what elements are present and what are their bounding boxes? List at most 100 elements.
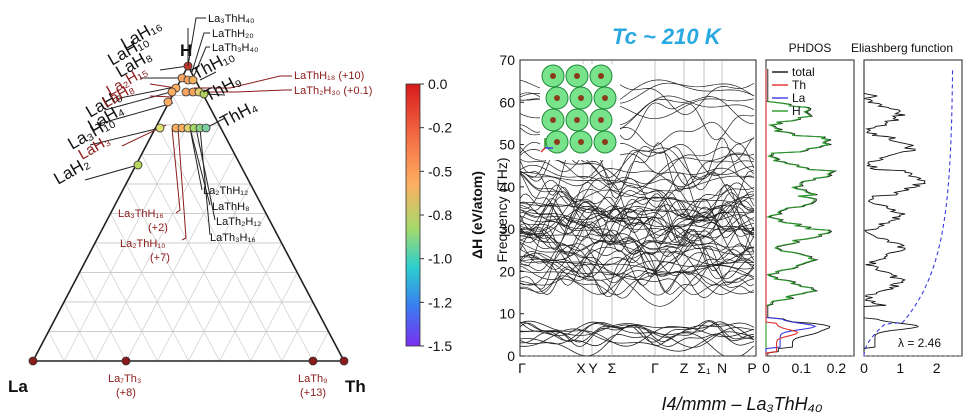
corner-label-h: H (180, 41, 192, 60)
tie-lines (84, 28, 226, 236)
phonon-band (519, 166, 755, 188)
phase-label: La₃ThH₄₀ (208, 13, 255, 25)
eliash-xtick-label: 1 (896, 360, 904, 376)
phase-point (155, 123, 165, 133)
grid-line (63, 301, 96, 362)
metal-atom (574, 117, 580, 123)
phonon-band (519, 226, 755, 278)
phase-point (133, 160, 143, 170)
colorbar-tick-label: -1.5 (428, 338, 452, 354)
ytick-label: 60 (499, 94, 515, 110)
phonon-band (519, 246, 755, 295)
phonon-band (519, 321, 755, 348)
grid-line (141, 154, 252, 362)
bottom-phase-delta: (+13) (300, 387, 326, 399)
legend-label: Th (792, 78, 806, 92)
ytick-label: 0 (507, 348, 515, 364)
colorbar-tick-label: -0.2 (428, 120, 452, 136)
ytick-label: 50 (499, 137, 515, 153)
metal-atom (550, 117, 556, 123)
kpoint-label: Z (680, 360, 689, 376)
phonon-band (519, 198, 755, 245)
band-ylabel: Frequency (THz) (494, 157, 510, 262)
phase-point (339, 356, 349, 366)
kpoint-label: N (717, 360, 727, 376)
phase-label-lathh18: LaThH₁₈ (+10) (294, 70, 364, 82)
phonon-band (519, 203, 755, 239)
phonon-band (519, 201, 755, 253)
eliash-xtick-label: 0 (860, 360, 868, 376)
grid-line (110, 213, 189, 362)
band-kpoints: Γ X Y Σ Γ Z Σ₁ N P (518, 360, 757, 376)
metal-atom (578, 95, 584, 101)
phase-point (201, 123, 211, 133)
phonon-band (519, 266, 755, 299)
grid-line (79, 272, 127, 362)
ternary-diagram: La Th H La₇Th₃ (+8) LaTh₉ (+13) La₃ThH₄₀… (8, 13, 372, 399)
phonon-band (519, 138, 755, 200)
phase-label: LaThH₂₀ (212, 28, 254, 40)
legend-label: H (792, 104, 801, 118)
eliash-xtick-label: 2 (933, 360, 941, 376)
phonon-band (519, 206, 755, 230)
lambda-curve (863, 68, 954, 357)
grid-line (250, 272, 298, 362)
phase-point (167, 87, 177, 97)
colorbar-tick-label: 0.0 (428, 76, 448, 92)
kpoint-label: Σ₁ (697, 360, 711, 376)
phdos-xtick-label: 0 (762, 360, 770, 376)
phdos-curve (765, 68, 799, 356)
phonon-band (519, 321, 755, 343)
eliash-curves (863, 68, 962, 357)
phonon-band (519, 172, 755, 192)
corner-label-th: Th (345, 377, 366, 396)
ternary-grid (48, 95, 329, 362)
top-tie-line (191, 32, 210, 73)
bottom-phase-delta: (+8) (116, 387, 136, 399)
phonon-band (519, 332, 755, 347)
band-yticks: 0 10 20 30 40 50 60 70 (499, 52, 524, 364)
phonon-band (519, 320, 755, 347)
phonon-band (519, 171, 755, 208)
eliash-curve (863, 69, 926, 356)
phase-label: La₂ThH₁₀ (120, 238, 166, 250)
lambda-label: λ = 2.46 (898, 336, 941, 350)
phase-label: La₃ThH₁₆ (118, 208, 164, 220)
colorbar-label: ΔH (eV/atom) (469, 171, 485, 259)
top-tie-line (193, 46, 210, 77)
phonon-band (519, 265, 755, 295)
phase-point (163, 97, 173, 107)
phdos-xtick-label: 0.1 (791, 360, 811, 376)
tc-label: Tc ~ 210 K (612, 24, 723, 49)
phase-point (308, 356, 318, 366)
legend-label: La (792, 91, 806, 105)
ytick-label: 10 (499, 306, 515, 322)
colorbar: 0.0 -0.2 -0.5 -0.8 -1.0 -1.2 -1.5 ΔH (eV/atom) (405, 76, 485, 354)
crystal-structure-inset (540, 64, 620, 160)
tie-lines-red (121, 75, 292, 241)
colorbar-gradient (405, 83, 421, 347)
kpoint-label: Y (588, 360, 598, 376)
ytick-label: 30 (499, 221, 515, 237)
phase-label-thh4: ThH₄ (217, 96, 260, 131)
metal-atom (602, 139, 608, 145)
phonon-band (519, 143, 755, 181)
phase-point (199, 89, 209, 99)
phase-label-delta: (+2) (148, 222, 168, 234)
phonon-band (519, 233, 755, 286)
corner-label-la: La (8, 377, 28, 396)
phase-label: LaTh₃H₄₀ (212, 42, 259, 54)
phdos-ticks: 0 0.1 0.2 (762, 360, 846, 376)
grid-line (94, 242, 158, 362)
top-tie-line (187, 17, 206, 67)
phonon-band (519, 230, 755, 272)
phase-label-delta: (+7) (150, 252, 170, 264)
phase-label: LaTh₂H₁₂ (216, 216, 261, 228)
phase-label: La₂ThH₁₂ (203, 185, 248, 197)
phonon-band (519, 321, 755, 338)
ytick-label: 70 (499, 52, 515, 68)
phonon-band (519, 226, 755, 284)
